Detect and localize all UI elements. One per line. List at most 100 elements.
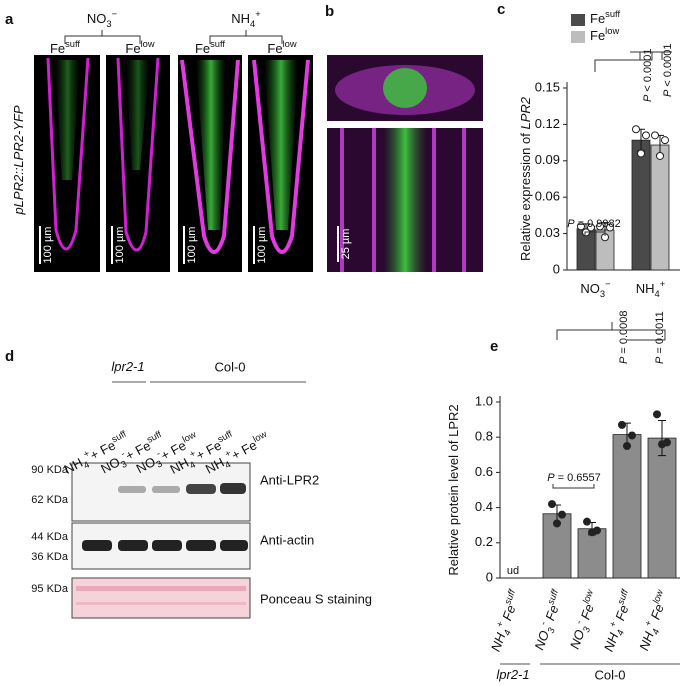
data-point [632,125,640,134]
text-part: 4 [651,628,662,636]
y-tick-label: 0 [553,261,560,276]
x-tick-label: NH4+ Felow [635,587,676,654]
bar [650,144,670,271]
data-point [587,223,595,232]
text-part: lpr2-1 [496,667,529,682]
scale-bar-label: 100 µm [42,227,54,264]
text-part: P [547,472,555,484]
text-part: Relative protein level of LPR2 [446,404,461,575]
y-tick-label: 0.4 [475,499,493,514]
panel-label: d [5,348,14,365]
text-part: 3 [106,19,111,29]
group-brackets-a [64,30,283,44]
data-point [596,222,604,231]
data-point [593,526,601,535]
blot-label: Ponceau S staining [260,591,372,606]
panel-label: a [5,11,14,28]
y-tick-label: 1.0 [475,393,493,408]
x-tick-label: NH4+ Fesuff [486,587,527,655]
text-part: 4 [655,289,660,299]
micrographs-b [327,55,483,272]
text-part: 4 [223,460,232,471]
text-part: Fe [611,603,632,626]
text-part: low [252,429,269,445]
text-part: Fe [498,603,519,626]
condition-label: Fesuff [195,39,225,56]
text-part: − [112,9,117,19]
data-point [628,431,636,440]
text-part: 3 [119,459,128,470]
group-label: NH4+ [231,9,260,29]
bar [577,528,607,579]
text-part: NH [601,630,622,653]
marker-label: 44 KDa [31,531,69,543]
marker-label: 36 KDa [31,551,69,563]
y-tick-label: 0.12 [535,116,560,131]
text-part: - [574,619,584,625]
text-part: low [283,39,297,49]
data-point [577,222,585,231]
x-tick-label: NH4+ [636,279,665,299]
text-part: Fe [577,602,598,625]
data-point [661,136,669,145]
text-part: suff [546,587,561,606]
genotype-label: lpr2-1 [111,359,144,374]
text-part: − [605,279,610,289]
marker-label: 62 KDa [31,494,69,506]
bracket [552,484,595,489]
text-part: NH [637,629,658,652]
bar [647,437,677,579]
construct-label: pLPR2::LPR2-YFP [11,105,26,215]
text-part: suff [110,429,128,445]
text-part: suff [616,587,631,606]
data-point [558,510,566,519]
panel-label: c [497,1,505,18]
text-part: LPR2 [518,96,533,129]
y-axis-label: Relative expression of LPR2 [518,96,533,261]
annotation: P = 0.0008 [618,310,630,364]
text-part: = 0.6557 [555,472,601,484]
annotation: ud [507,565,519,577]
text-part: = 0.9982 [575,218,621,230]
data-point [656,151,664,160]
text-part: Relative expression of [518,130,533,262]
data-point [618,420,626,429]
text-part: suff [65,39,80,49]
y-tick-label: 0.8 [475,429,493,444]
text-part: 4 [82,460,91,471]
text-part: suff [605,9,620,19]
y-tick-label: 0.09 [535,152,560,167]
data-point [663,438,671,447]
text-part: low [581,587,596,605]
text-part: Fe [590,11,605,26]
text-part: low [605,26,619,36]
annotation: P < 0.0001 [662,43,674,97]
text-part: 4 [615,629,626,637]
data-point [553,519,561,528]
text-part: + [660,279,665,289]
y-tick-label: 0.2 [475,534,493,549]
y-tick-label: 0 [486,569,493,584]
y-axis-label: Relative protein level of LPR2 [446,404,461,575]
text-part: P [662,89,674,97]
text-part: NO [532,629,553,652]
text-part: suff [503,587,518,606]
data-point [651,131,659,140]
text-part: 4 [502,629,513,637]
text-part: suff [145,429,163,445]
data-point [623,442,631,450]
text-part: 3 [600,289,605,299]
text-part: 4 [188,460,197,471]
group-label: Col-0 [594,667,625,682]
data-point [637,149,645,158]
annotation: P = 0.9982 [567,218,621,230]
y-tick-label: 0.6 [475,464,493,479]
text-part: + [608,620,619,629]
bracket [556,322,666,341]
group-label: NO3− [87,9,117,29]
data-point [642,131,650,140]
legend-swatch [571,31,585,43]
text-part: + [643,619,654,628]
text-part: suff [210,39,225,49]
x-tick-label: NO3- Felow [565,587,605,652]
